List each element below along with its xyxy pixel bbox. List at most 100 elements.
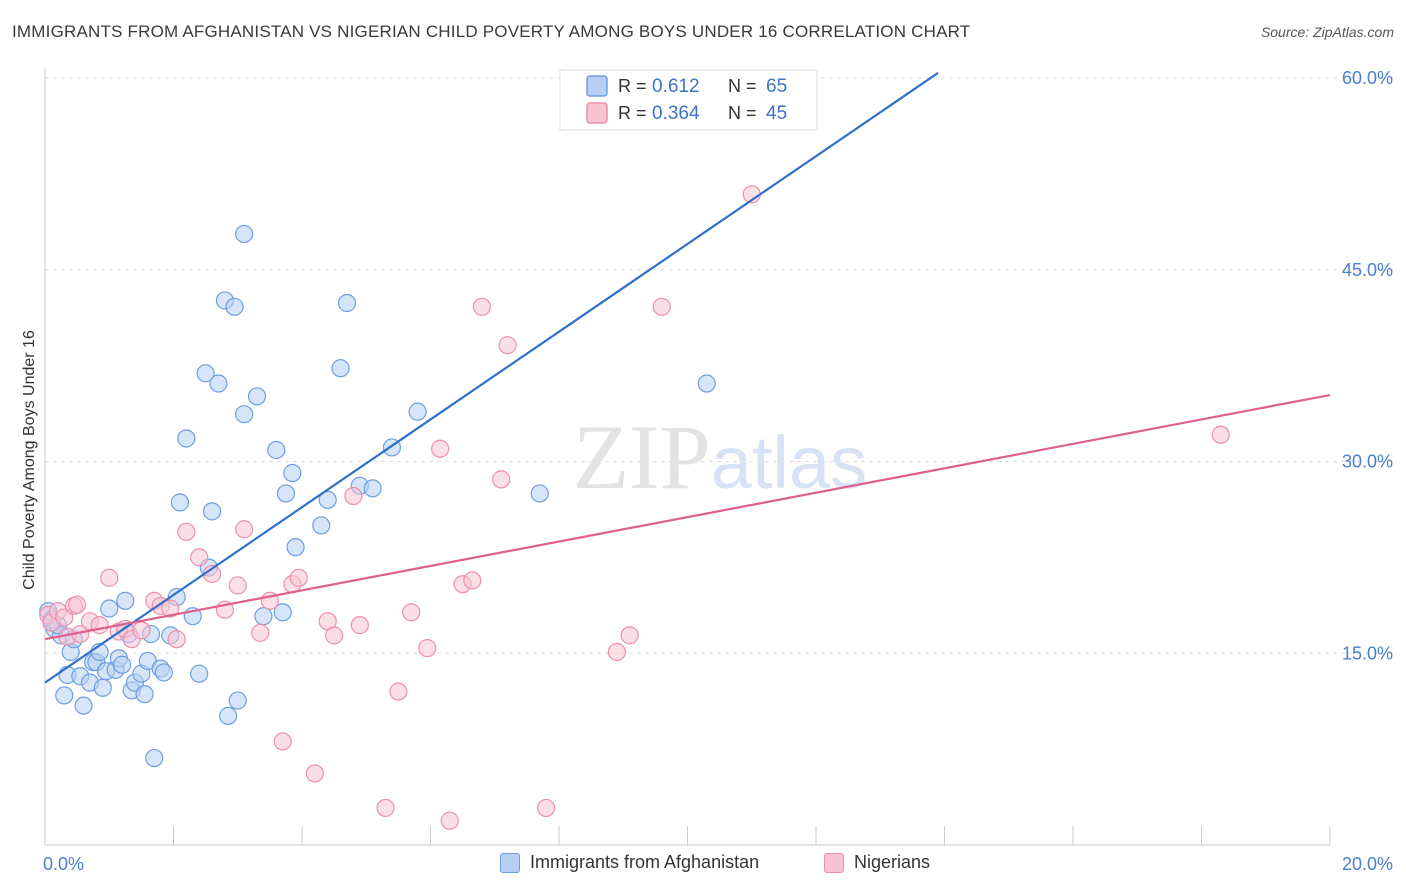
legend-label-afghanistan: Immigrants from Afghanistan (530, 852, 760, 872)
point-afghanistan (312, 516, 331, 535)
point-nigerians (652, 297, 671, 316)
series-legend: Immigrants from Afghanistan Nigerians (0, 852, 1406, 878)
point-afghanistan (154, 663, 173, 682)
legend-item-nigerians: Nigerians (824, 852, 930, 873)
point-afghanistan (100, 599, 119, 618)
point-nigerians (620, 626, 639, 645)
legend-item-afghanistan: Immigrants from Afghanistan (500, 852, 759, 873)
point-afghanistan (286, 538, 305, 557)
y-tick-label: 60.0% (1342, 68, 1393, 88)
point-nigerians (431, 439, 450, 458)
point-afghanistan (196, 364, 215, 383)
point-nigerians (376, 798, 395, 818)
point-afghanistan (235, 224, 254, 244)
point-afghanistan (530, 484, 549, 503)
point-nigerians (161, 599, 180, 618)
point-afghanistan (55, 686, 74, 705)
point-nigerians (100, 568, 119, 587)
point-nigerians (273, 732, 292, 751)
point-afghanistan (337, 293, 357, 313)
point-nigerians (498, 336, 517, 355)
watermark-atlas: atlas (711, 421, 867, 504)
point-afghanistan (177, 429, 196, 448)
point-nigerians (132, 621, 151, 640)
chart-title: IMMIGRANTS FROM AFGHANISTAN VS NIGERIAN … (12, 22, 971, 41)
point-afghanistan (219, 706, 238, 725)
stats-n-value: 45 (766, 103, 787, 124)
point-nigerians (418, 639, 437, 658)
gridlines (45, 77, 1395, 654)
stats-n-label: N = (728, 103, 757, 123)
stats-r-label: R = (618, 76, 647, 96)
legend-label-nigerians: Nigerians (854, 852, 931, 872)
point-afghanistan (363, 479, 382, 498)
point-afghanistan (93, 678, 112, 697)
watermark: ZIPatlas (573, 406, 867, 508)
stats-n-value: 65 (766, 76, 787, 97)
stats-r-label: R = (618, 103, 647, 123)
point-afghanistan (408, 402, 427, 421)
point-nigerians (177, 522, 196, 541)
legend-swatch-blue (500, 852, 520, 873)
tick-labels: 15.0% 30.0% 45.0% 60.0% 0.0% 20.0% (43, 68, 1393, 874)
point-nigerians (305, 764, 324, 783)
point-afghanistan (276, 484, 296, 503)
stats-legend-swatch (586, 75, 608, 97)
x-tick-label: 20.0% (1342, 854, 1393, 874)
axes (44, 68, 1331, 846)
chart-source: Source: ZipAtlas.com (1260, 24, 1394, 40)
point-nigerians (235, 520, 254, 539)
y-tick-label: 45.0% (1342, 260, 1393, 280)
point-afghanistan (235, 405, 254, 424)
point-afghanistan (116, 591, 135, 610)
point-afghanistan (254, 607, 273, 626)
point-nigerians (325, 626, 344, 645)
point-afghanistan (283, 463, 302, 483)
stats-legend: R = 0.612 N = 65 R = 0.364 N = 45 (559, 69, 818, 131)
point-nigerians (251, 623, 270, 642)
legend-swatch-pink (824, 852, 844, 873)
point-afghanistan (202, 502, 222, 521)
point-nigerians (389, 682, 408, 701)
y-tick-label: 30.0% (1342, 452, 1393, 472)
point-nigerians (537, 798, 556, 818)
point-afghanistan (74, 696, 93, 715)
data-points (39, 185, 1230, 830)
point-nigerians (344, 486, 363, 506)
point-nigerians (68, 595, 87, 614)
point-afghanistan (697, 374, 716, 393)
point-afghanistan (331, 359, 350, 378)
point-nigerians (190, 548, 209, 567)
trend-lines (44, 71, 1331, 684)
point-nigerians (350, 616, 369, 635)
point-afghanistan (190, 664, 209, 683)
point-nigerians (90, 616, 109, 635)
point-nigerians (228, 576, 247, 595)
point-afghanistan (247, 387, 267, 406)
trendline-nigerians (44, 393, 1331, 641)
stats-r-value: 0.364 (652, 103, 700, 124)
point-afghanistan (318, 490, 337, 509)
trendline-afghanistan (44, 71, 939, 684)
stats-n-label: N = (728, 76, 757, 96)
point-nigerians (472, 297, 491, 316)
y-tick-label: 15.0% (1342, 643, 1393, 663)
point-afghanistan (225, 297, 244, 316)
x-tick-label: 0.0% (43, 854, 84, 874)
point-afghanistan (273, 603, 292, 622)
watermark-zip: ZIP (573, 406, 711, 508)
point-nigerians (463, 571, 482, 590)
stats-r-value: 0.612 (652, 76, 700, 97)
point-nigerians (1211, 425, 1230, 444)
point-nigerians (289, 568, 308, 587)
point-afghanistan (112, 655, 132, 674)
point-nigerians (402, 603, 421, 622)
point-afghanistan (170, 493, 190, 512)
point-afghanistan (267, 440, 286, 460)
point-afghanistan (135, 685, 154, 704)
point-afghanistan (209, 374, 228, 393)
point-nigerians (492, 470, 511, 489)
point-afghanistan (228, 691, 247, 710)
point-nigerians (440, 811, 459, 830)
point-nigerians (167, 630, 186, 649)
